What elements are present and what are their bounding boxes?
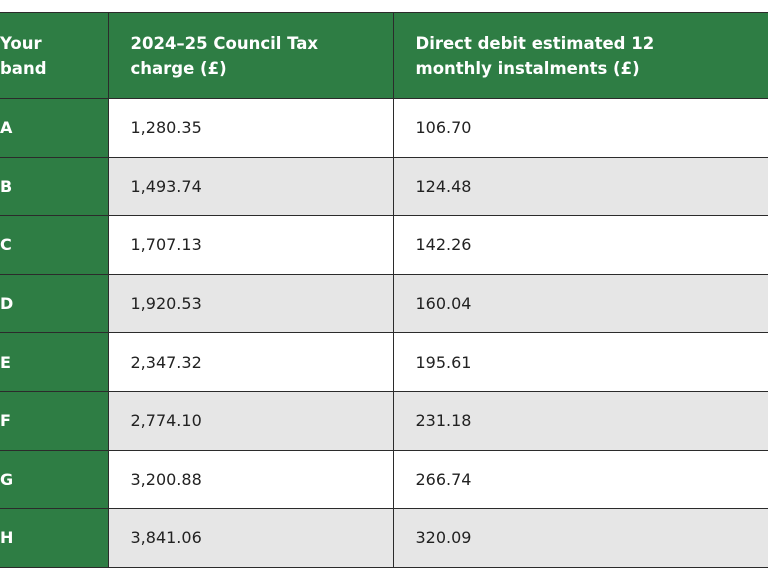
band-cell: C xyxy=(0,215,109,275)
council-tax-table: Your band 2024–25 Council Tax charge (£)… xyxy=(0,12,768,568)
table-row: G 3,200.88 266.74 xyxy=(0,449,768,510)
charge-cell: 2,347.32 xyxy=(107,332,394,392)
header-text: Your band xyxy=(0,33,47,78)
band-cell: H xyxy=(0,508,109,568)
instalment-cell: 160.04 xyxy=(392,273,768,334)
header-row: Your band 2024–25 Council Tax charge (£)… xyxy=(0,12,768,99)
charge-cell: 2,774.10 xyxy=(107,390,394,451)
table-container: Your band 2024–25 Council Tax charge (£)… xyxy=(0,12,768,568)
instalment-cell: 195.61 xyxy=(392,332,768,392)
instalment-cell: 320.09 xyxy=(392,508,768,568)
band-cell: E xyxy=(0,332,109,392)
instalment-cell: 266.74 xyxy=(392,449,768,510)
band-cell: F xyxy=(0,390,109,451)
charge-cell: 1,707.13 xyxy=(107,215,394,275)
header-cell: 2024–25 Council Tax charge (£) xyxy=(107,12,394,99)
charge-cell: 3,200.88 xyxy=(107,449,394,510)
band-cell: D xyxy=(0,273,109,334)
instalment-cell: 106.70 xyxy=(392,98,768,158)
table-row: C 1,707.13 142.26 xyxy=(0,215,768,275)
instalment-cell: 124.48 xyxy=(392,156,768,217)
table-row: H 3,841.06 320.09 xyxy=(0,508,768,568)
table-head: Your band 2024–25 Council Tax charge (£)… xyxy=(0,12,768,99)
band-cell: A xyxy=(0,98,109,158)
table-row: E 2,347.32 195.61 xyxy=(0,332,768,392)
table-row: F 2,774.10 231.18 xyxy=(0,390,768,451)
charge-cell: 1,920.53 xyxy=(107,273,394,334)
table-row: B 1,493.74 124.48 xyxy=(0,156,768,217)
band-cell: B xyxy=(0,156,109,217)
band-cell: G xyxy=(0,449,109,510)
instalment-cell: 231.18 xyxy=(392,390,768,451)
header-cell: Your band xyxy=(0,12,109,99)
table-row: D 1,920.53 160.04 xyxy=(0,273,768,334)
charge-cell: 3,841.06 xyxy=(107,508,394,568)
charge-cell: 1,493.74 xyxy=(107,156,394,217)
charge-cell: 1,280.35 xyxy=(107,98,394,158)
table-body: A 1,280.35 106.70 B 1,493.74 124.48 C 1,707.13 1… xyxy=(0,98,768,568)
header-cell: Direct debit estimated 12 monthly instal… xyxy=(392,12,768,99)
table-row: A 1,280.35 106.70 xyxy=(0,98,768,158)
header-text: 2024–25 Council Tax charge (£) xyxy=(130,33,319,78)
instalment-cell: 142.26 xyxy=(392,215,768,275)
header-text: Direct debit estimated 12 monthly instal… xyxy=(415,33,655,78)
